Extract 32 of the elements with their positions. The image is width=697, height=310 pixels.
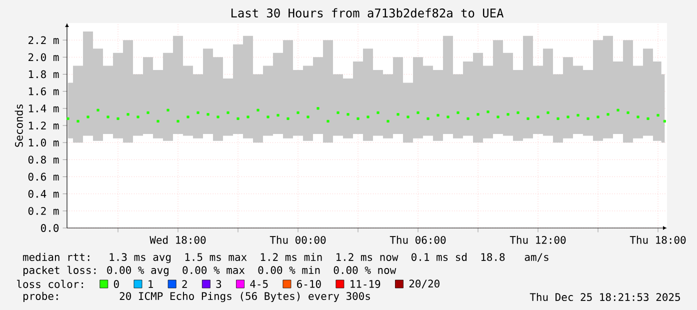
x-tick-label: Thu 12:00 (510, 236, 566, 244)
text: Thu Dec 25 18:21:53 2025 (530, 292, 680, 302)
y-tick-label: 0.0 (41, 224, 59, 232)
y-tick-label: 2.0 m (28, 53, 59, 62)
text: median rtt: 1.3 ms avg 1.5 ms max 1.2 ms min 1.2 ms now 0.1 ms sd 18.8 am/s (23, 252, 548, 264)
y-tick-label: 0.2 m (28, 206, 59, 215)
y-tick-label: 0.6 m (28, 172, 59, 181)
text: packet loss: 0.00 % avg 0.00 % max 0.00 % min 0.00 % now (23, 266, 396, 276)
y-axis-title: Seconds (14, 104, 23, 147)
y-tick-label: 1.6 m (28, 87, 59, 96)
x-tick-label: Thu 00:00 (270, 236, 326, 244)
x-tick-label: Thu 18:00 (630, 236, 686, 244)
y-tick-label: 1.4 m (28, 104, 59, 112)
legend-label: 20/20 (409, 280, 440, 288)
y-tick-label: 1.0 m (28, 138, 59, 147)
chart-title: Last 30 Hours from a713b2def82a to UEA (232, 8, 504, 18)
y-tick-label: 0.8 m (28, 156, 59, 164)
legend-label: 11-19 (350, 280, 380, 288)
legend-label: 4-5 (250, 280, 268, 288)
legend-label: 1 (148, 280, 153, 288)
y-tick-label: 2.2 m (28, 36, 59, 44)
legend-title: loss color: (17, 280, 83, 288)
text: probe: 20 ICMP Echo Pings (56 Bytes) every 300s (23, 292, 370, 302)
x-tick-label: Wed 18:00 (150, 236, 206, 244)
legend-label: 3 (216, 280, 222, 288)
y-tick-label: 1.8 m (28, 70, 59, 78)
legend-label: 6-10 (297, 280, 321, 288)
legend-label: 2 (182, 280, 187, 288)
y-tick-label: 0.4 m (28, 190, 59, 198)
x-tick-label: Thu 06:00 (390, 236, 446, 244)
legend-label: 0 (114, 280, 119, 288)
y-tick-label: 1.2 m (28, 122, 59, 130)
